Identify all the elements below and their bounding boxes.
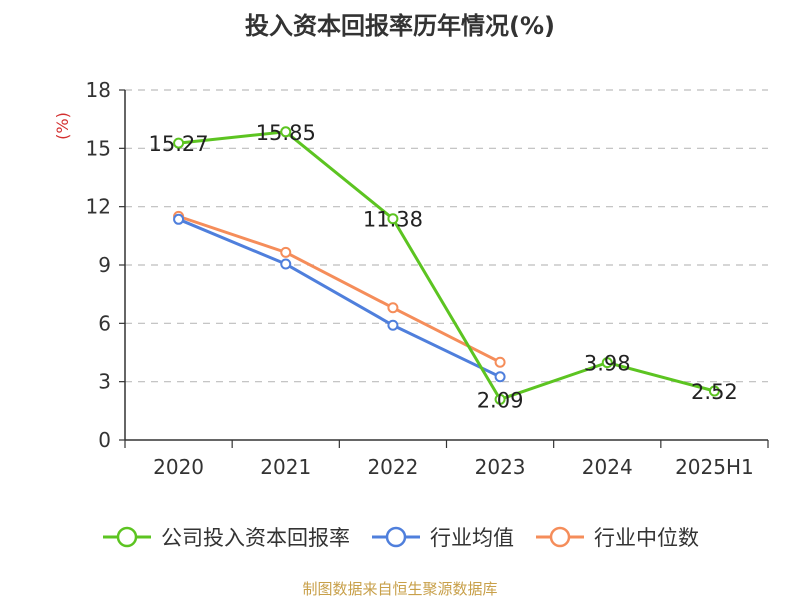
source-note: 制图数据来自恒生聚源数据库 (302, 580, 498, 598)
legend-label: 公司投入资本回报率 (161, 526, 350, 550)
data-point (387, 319, 399, 331)
data-label: 2.52 (691, 380, 738, 404)
data-labels: 15.27 15.85 11.38 2.09 3.98 2.52 (149, 121, 738, 413)
y-tick-label: 3 (98, 370, 111, 394)
y-tick-label: 9 (98, 253, 111, 277)
data-label: 15.85 (256, 121, 316, 145)
legend-label: 行业均值 (430, 526, 514, 550)
x-tick-label: 2020 (153, 455, 204, 479)
legend-swatch-icon (372, 526, 420, 548)
data-point (387, 302, 399, 314)
x-tick-label: 2023 (475, 455, 526, 479)
y-axis-label: (%) (53, 112, 72, 140)
data-label: 3.98 (584, 352, 631, 376)
legend-item[interactable]: 公司投入资本回报率 (101, 522, 350, 552)
legend-item[interactable]: 行业均值 (370, 522, 514, 552)
data-point (601, 357, 613, 369)
series-line (178, 130, 715, 401)
data-point (280, 258, 292, 270)
series-line (178, 214, 501, 364)
x-tick-label: 2022 (367, 455, 418, 479)
data-label: 11.38 (363, 208, 423, 232)
data-point (494, 356, 506, 368)
legend-label: 行业中位数 (594, 526, 699, 550)
data-point (173, 213, 185, 225)
y-tick-label: 18 (86, 78, 111, 102)
data-point (494, 371, 506, 383)
x-tick-label: 2021 (260, 455, 311, 479)
y-tick-label: 0 (98, 428, 111, 452)
legend-item[interactable]: 行业中位数 (534, 522, 699, 552)
y-tick-label: 6 (98, 311, 111, 335)
data-point (387, 213, 399, 225)
y-tick-label: 12 (86, 195, 111, 219)
series-line (178, 217, 501, 379)
gridlines (125, 89, 768, 383)
data-point (173, 137, 185, 149)
data-point (280, 126, 292, 138)
x-tick-label: 2025H1 (675, 455, 754, 479)
data-point (280, 246, 292, 258)
legend: 公司投入资本回报率 行业均值 行业中位数 (0, 520, 800, 554)
data-point (494, 393, 506, 405)
chart-title: 投入资本回报率历年情况(%) (245, 12, 555, 40)
series-lines (173, 126, 720, 405)
axes: 0 3 6 9 12 15 18 2020 2021 2022 2023 2024 2025H1 (%) (53, 78, 769, 479)
legend-swatch-icon (103, 526, 151, 548)
legend-swatch-icon (536, 526, 584, 548)
data-label: 2.09 (477, 388, 524, 412)
data-point (708, 385, 720, 397)
x-tick-label: 2024 (582, 455, 633, 479)
y-tick-label: 15 (86, 136, 111, 160)
data-label: 15.27 (149, 132, 209, 156)
